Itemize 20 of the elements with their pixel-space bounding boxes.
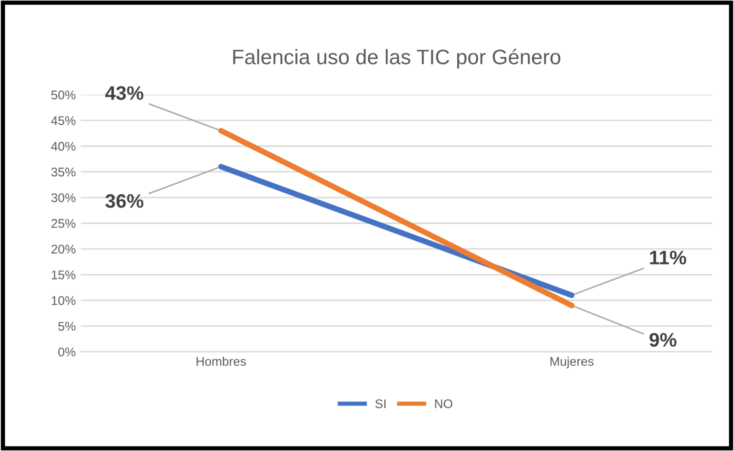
y-tick-label: 40%: [51, 142, 76, 151]
legend-label: NO: [435, 399, 452, 408]
y-tick-label: 15%: [52, 270, 76, 280]
data-label: 9%: [650, 332, 676, 347]
y-tick-label: 10%: [52, 296, 76, 306]
y-tick-label: 30%: [51, 193, 76, 202]
y-tick-label: 45%: [51, 116, 76, 126]
y-tick-label: 5%: [58, 322, 76, 331]
data-label: 43%: [105, 86, 144, 100]
y-tick-label: 35%: [51, 168, 76, 176]
legend-label: SI: [375, 399, 386, 408]
y-tick-label: 50%: [51, 90, 76, 100]
data-label: 36%: [105, 194, 144, 208]
x-tick-label: Mujeres: [550, 356, 594, 368]
y-tick-label: 25%: [51, 219, 76, 228]
chart-title: Falencia uso de las TIC por Género: [233, 48, 560, 68]
x-tick-label: Hombres: [196, 356, 246, 366]
y-tick-label: 0%: [58, 348, 76, 356]
y-tick-label: 20%: [51, 244, 76, 254]
data-label: 11%: [650, 250, 686, 264]
